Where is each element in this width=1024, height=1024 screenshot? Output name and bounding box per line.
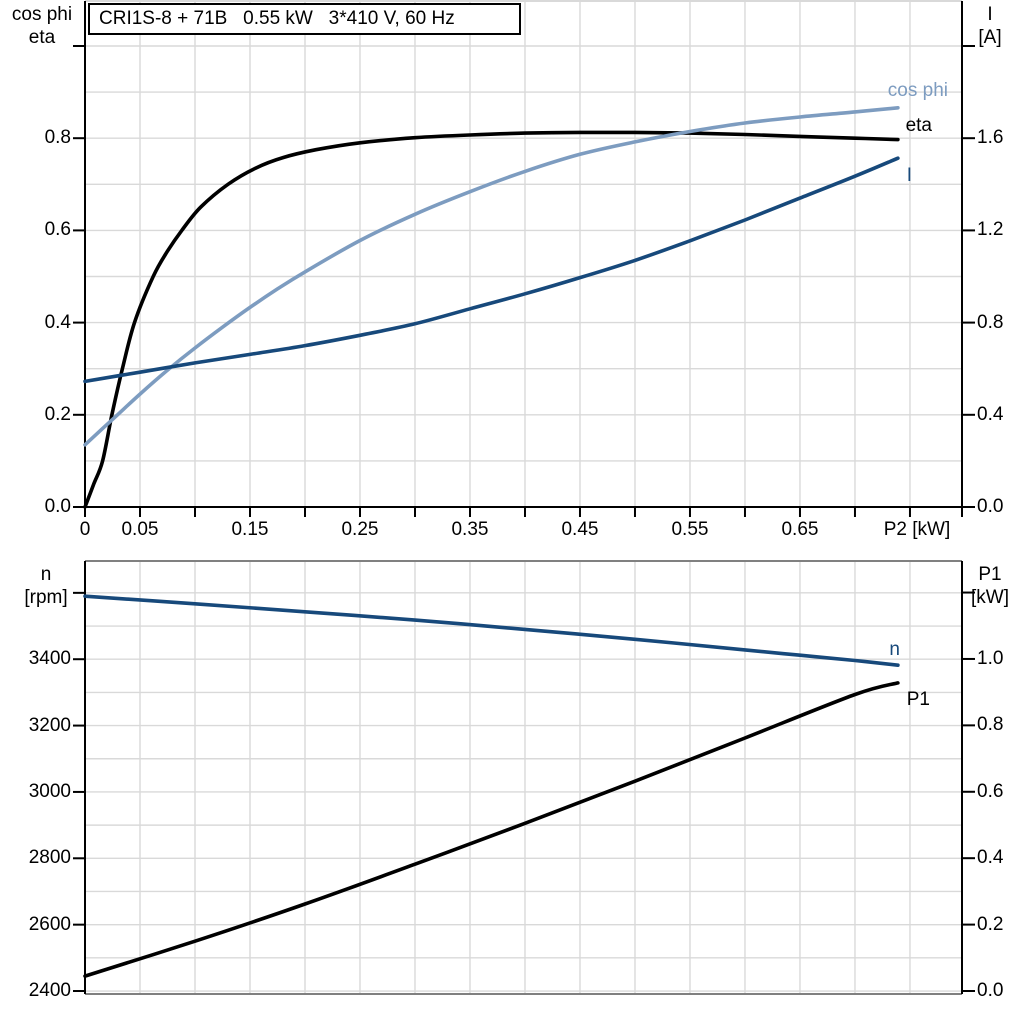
y-right-tick-label: 0.8 [977, 311, 1004, 333]
eta-curve [83, 130, 900, 509]
y-right-tick-label: 0.8 [977, 714, 1004, 736]
eta-curve-label: eta [905, 115, 932, 136]
x-tick-label: 0.65 [781, 519, 819, 540]
y-right-tick-label: 1.6 [977, 127, 1004, 149]
y-right-tick-label: 0.2 [977, 913, 1004, 935]
y-left-tick-label: 0.8 [44, 127, 71, 149]
y-right-tick-label: 0.0 [977, 496, 1004, 517]
rpm-unit-label: [rpm] [24, 587, 68, 608]
y-left-tick-label: 3000 [28, 780, 71, 802]
current-axis-label: I [987, 4, 993, 25]
y-left-tick-label: 0.0 [44, 496, 71, 517]
bottom-right-axis-label: P1 [kW] [958, 563, 1022, 609]
x-tick-label: 0 [79, 519, 91, 540]
y-right-tick-label: 0.6 [977, 780, 1004, 802]
y-right-tick-label: 0.4 [977, 847, 1004, 869]
chart-title-box: CRI1S-8 + 71B 0.55 kW 3*410 V, 60 Hz [88, 3, 521, 35]
speed-n-curve [83, 594, 900, 667]
speed-n-curve-label: n [889, 639, 900, 660]
cos-phi-curve-label: cos phi [887, 80, 948, 101]
y-left-tick-label: 0.2 [44, 403, 71, 425]
x-tick-label: 0.25 [341, 519, 379, 540]
top-right-axis-label: I [A] [961, 3, 1019, 49]
x-tick-label: 0.05 [121, 519, 159, 540]
current-I-curve [83, 156, 900, 384]
y-right-tick-label: 0.0 [977, 980, 1004, 1001]
y-left-tick-label: 2600 [28, 913, 71, 935]
y-left-tick-label: 2400 [28, 980, 71, 1001]
bottom-left-axis-label: n [rpm] [4, 563, 88, 609]
y-left-tick-label: 0.4 [44, 311, 71, 333]
x-tick-label: 0.35 [451, 519, 489, 540]
p1-axis-label: P1 [978, 564, 1002, 585]
ampere-unit-label: [A] [978, 27, 1002, 48]
current-I-curve-label: I [906, 165, 912, 186]
x-tick-label: 0.15 [231, 519, 269, 540]
y-right-tick-label: 1.2 [977, 219, 1004, 241]
kw-unit-label: [kW] [971, 587, 1009, 608]
cos-phi-axis-label: cos phi [11, 4, 73, 25]
y-right-tick-label: 1.0 [977, 647, 1004, 669]
x-tick-label: 0.55 [671, 519, 709, 540]
eta-axis-label: eta [28, 27, 56, 48]
top-left-axis-label: cos phi eta [0, 3, 84, 49]
y-left-tick-label: 3400 [28, 648, 71, 670]
speed-axis-label: n [40, 564, 52, 585]
power-P1-curve [83, 681, 900, 978]
y-left-tick-label: 0.6 [44, 219, 71, 241]
y-left-tick-label: 3200 [28, 714, 71, 736]
y-right-tick-label: 0.4 [977, 403, 1004, 425]
y-left-tick-label: 2800 [28, 847, 71, 869]
x-tick-label: 0.45 [561, 519, 599, 540]
x-axis-label-p2: P2 [kW] [883, 519, 951, 540]
power-P1-curve-label: P1 [906, 689, 930, 710]
